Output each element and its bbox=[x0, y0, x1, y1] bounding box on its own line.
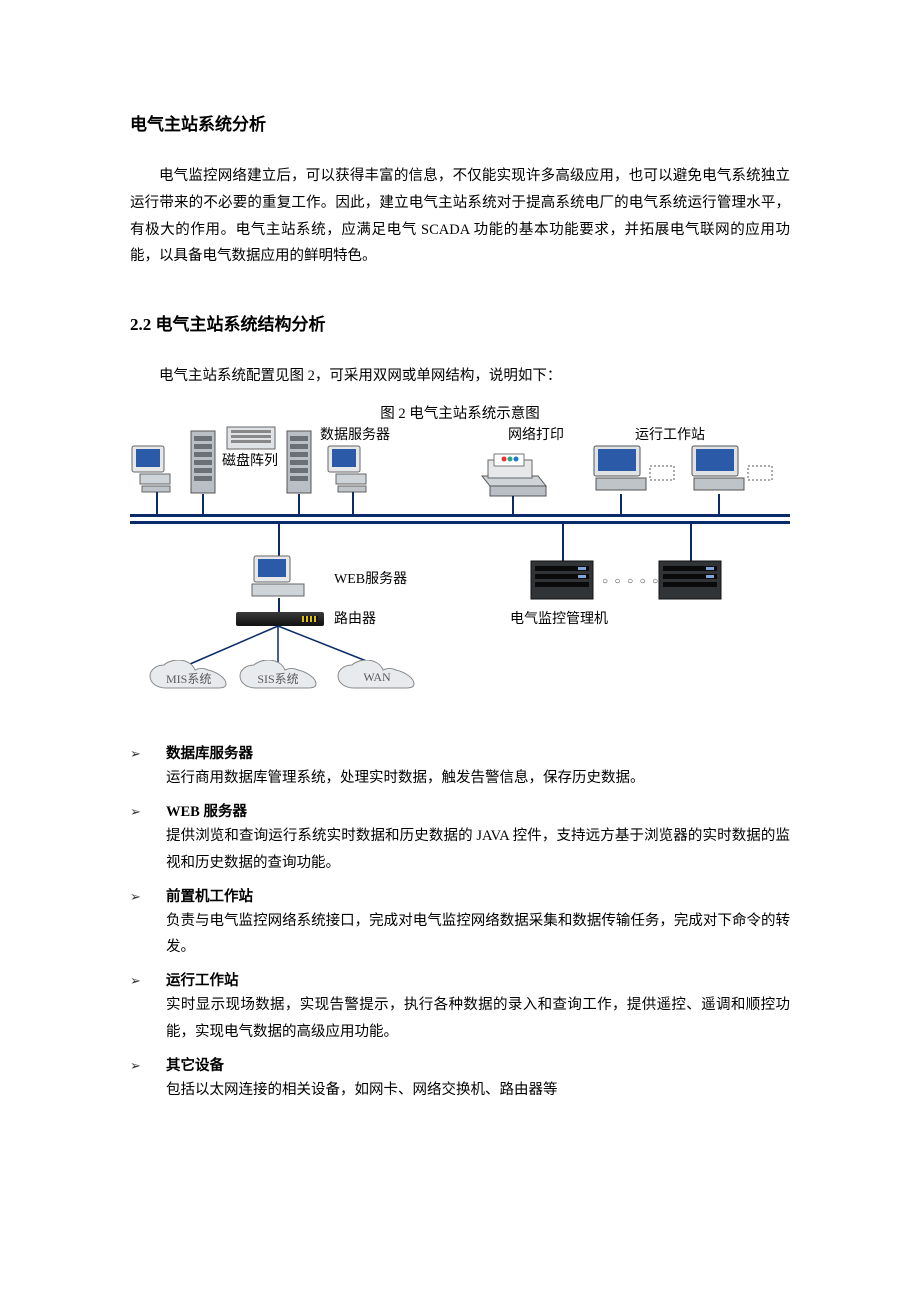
bus-leg bbox=[202, 494, 204, 514]
triangle-bullet-icon: ➢ bbox=[130, 889, 166, 905]
item-title: 运行工作站 bbox=[166, 969, 239, 990]
label-sis: SIS系统 bbox=[256, 670, 300, 687]
network-bus bbox=[130, 514, 790, 524]
item-title: 前置机工作站 bbox=[166, 885, 253, 906]
label-monitor-mgr: 电气监控管理机 bbox=[510, 608, 608, 628]
web-server-icon bbox=[250, 554, 306, 598]
dots: ○ ○ ○ ○ ○ bbox=[602, 576, 660, 587]
item-title: 其它设备 bbox=[166, 1054, 224, 1075]
main-heading: 电气主站系统分析 bbox=[130, 110, 790, 135]
triangle-bullet-icon: ➢ bbox=[130, 746, 166, 762]
bus-leg bbox=[512, 496, 514, 514]
item-list: ➢ 数据库服务器 运行商用数据库管理系统，处理实时数据，触发告警信息，保存历史数… bbox=[130, 742, 790, 1104]
disk-array-icon-1 bbox=[190, 430, 216, 494]
bus-leg bbox=[156, 492, 158, 514]
item-desc: 提供浏览和查询运行系统实时数据和历史数据的 JAVA 控件，支持远方基于浏览器的… bbox=[166, 823, 790, 877]
list-item: ➢ WEB 服务器 提供浏览和查询运行系统实时数据和历史数据的 JAVA 控件，… bbox=[130, 800, 790, 877]
item-title: 数据库服务器 bbox=[166, 742, 253, 763]
workstation-2-icon bbox=[326, 442, 380, 494]
label-wan: WAN bbox=[362, 670, 392, 685]
monitor-rack-icon-2 bbox=[658, 560, 722, 600]
list-item: ➢ 其它设备 包括以太网连接的相关设备，如网卡、网络交换机、路由器等 bbox=[130, 1054, 790, 1104]
figure-caption: 图 2 电气主站系统示意图 bbox=[130, 402, 790, 423]
disk-array-icon-2 bbox=[286, 430, 312, 494]
item-desc: 实时显示现场数据，实现告警提示，执行各种数据的录入和查询工作，提供遥控、遥调和顺… bbox=[166, 992, 790, 1046]
list-item: ➢ 运行工作站 实时显示现场数据，实现告警提示，执行各种数据的录入和查询工作，提… bbox=[130, 969, 790, 1046]
monitor-rack-icon-1 bbox=[530, 560, 594, 600]
label-mis: MIS系统 bbox=[166, 670, 210, 687]
workstation-left-icon bbox=[130, 442, 184, 494]
bus-leg bbox=[718, 494, 720, 514]
triangle-bullet-icon: ➢ bbox=[130, 973, 166, 989]
bus-leg bbox=[562, 524, 564, 564]
item-desc: 负责与电气监控网络系统接口，完成对电气监控网络数据采集和数据传输任务，完成对下命… bbox=[166, 908, 790, 962]
server-icon-1 bbox=[226, 426, 276, 450]
label-data-server: 数据服务器 bbox=[320, 424, 390, 444]
bus-leg bbox=[298, 494, 300, 514]
triangle-bullet-icon: ➢ bbox=[130, 804, 166, 820]
label-web-server: WEB服务器 bbox=[334, 568, 407, 588]
bus-leg bbox=[352, 492, 354, 514]
triangle-bullet-icon: ➢ bbox=[130, 1058, 166, 1074]
list-item: ➢ 数据库服务器 运行商用数据库管理系统，处理实时数据，触发告警信息，保存历史数… bbox=[130, 742, 790, 792]
bus-leg bbox=[620, 494, 622, 514]
label-op-station: 运行工作站 bbox=[635, 424, 705, 444]
lead-paragraph: 电气主站系统配置见图 2，可采用双网或单网结构，说明如下： bbox=[130, 363, 790, 390]
op-station-icon-2 bbox=[690, 444, 776, 496]
bus-leg bbox=[278, 598, 280, 612]
figure-2: 图 2 电气主站系统示意图 数据服务器 磁盘阵列 网络打印 运行工作站 bbox=[130, 402, 790, 712]
printer-icon bbox=[478, 452, 548, 500]
op-station-icon-1 bbox=[592, 444, 678, 496]
bus-leg bbox=[690, 524, 692, 564]
item-desc: 包括以太网连接的相关设备，如网卡、网络交换机、路由器等 bbox=[166, 1077, 790, 1104]
intro-paragraph: 电气监控网络建立后，可以获得丰富的信息，不仅能实现许多高级应用，也可以避免电气系… bbox=[130, 163, 790, 270]
section-heading: 2.2 电气主站系统结构分析 bbox=[130, 310, 790, 335]
item-title: WEB 服务器 bbox=[166, 800, 247, 821]
label-net-printer: 网络打印 bbox=[508, 424, 564, 444]
page: 电气主站系统分析 电气监控网络建立后，可以获得丰富的信息，不仅能实现许多高级应用… bbox=[0, 0, 920, 1302]
list-item: ➢ 前置机工作站 负责与电气监控网络系统接口，完成对电气监控网络数据采集和数据传… bbox=[130, 885, 790, 962]
item-desc: 运行商用数据库管理系统，处理实时数据，触发告警信息，保存历史数据。 bbox=[166, 765, 790, 792]
label-disk-array: 磁盘阵列 bbox=[222, 450, 278, 470]
